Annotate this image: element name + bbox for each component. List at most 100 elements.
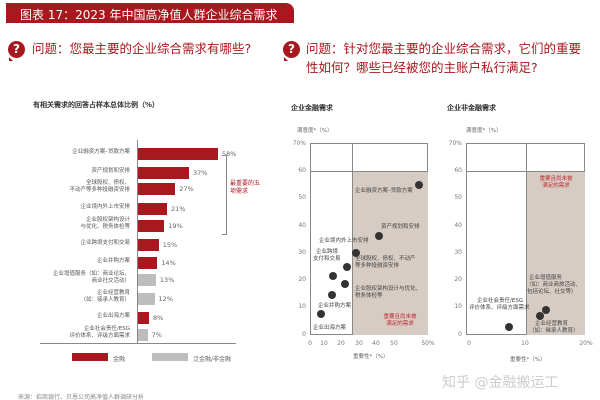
bar-non_finance [138, 293, 155, 305]
x-tick: 10 [521, 340, 529, 347]
bar-row: 全球股权、债权、 不动产等多种投融资安排 27% [0, 180, 270, 197]
point-label: 企业跨境 [316, 249, 339, 255]
scatter-left-plot: 企业融资方案–贷款方案 资产规划和安排 全球股权、债权、不动产 等多种投融资安排… [310, 143, 428, 335]
bar-value-label: 14% [161, 259, 176, 267]
bar-finance [138, 167, 190, 179]
bar-category-label-line: 企业增值服务（如：商业论坛、 [52, 271, 130, 277]
point-label: 企业经营教育 [535, 321, 569, 327]
x-tick: 0 [467, 340, 471, 347]
point-label: 企业融资方案–贷款方案 [355, 188, 413, 194]
x-tick: 30 [355, 340, 363, 347]
bar-category-label-line: 评价体系、评级方面需求 [69, 333, 130, 339]
question-right-line1: 问题：针对您最主要的企业综合需求，它们的重要 [306, 41, 582, 56]
y-tick: 50 [298, 194, 306, 201]
bar-category-label: 企业跨境支付和交易 [0, 240, 130, 247]
y-tick: 20 [454, 276, 462, 283]
bar-row: 企业经营教育 （如：接承人教育） 12% [0, 290, 270, 307]
bar-non_finance [138, 329, 148, 341]
bar-finance [138, 183, 176, 195]
bar-value-label: 27% [179, 185, 194, 193]
bar-category-label: 企业增值服务（如：商业论坛、 商业社交活动） [0, 271, 130, 285]
bar-row: 企业并购方案 14% [0, 255, 270, 271]
bar-category-label: 企业境内外上市安排 [0, 204, 130, 211]
y-tick: 0 [458, 331, 462, 338]
point-label: 支付和交易 [313, 256, 341, 262]
bar-finance [138, 203, 167, 215]
y-tick: 60 [454, 167, 462, 174]
y-tick: 40 [298, 222, 306, 229]
x-tick: 0 [308, 340, 312, 347]
bar-category-label-line: 企业股权架构设计 [85, 217, 130, 223]
bar-finance [138, 220, 165, 232]
bar-value-label: 13% [159, 276, 175, 284]
bar-category-label: 企业经营教育 （如：接承人教育） [0, 290, 130, 304]
unmet-needs-label: 重要且尚未被 [539, 176, 573, 182]
y-tick: 50 [454, 194, 462, 201]
x-tick: 40 [372, 340, 380, 347]
bar-row: 企业跨境支付和交易 15% [0, 237, 270, 253]
y-tick: 0 [302, 331, 306, 338]
legend-swatch-non-finance [152, 353, 188, 361]
bar-finance [138, 257, 158, 269]
scatter-right-title: 企业非金融需求 [447, 104, 496, 112]
bar-category-label-line: 企业融资方案–贷款方案 [72, 149, 130, 155]
bar-category-label-line: （如：接承人教育） [80, 297, 130, 303]
data-point [328, 291, 336, 299]
bar-chart-baseline [40, 343, 236, 344]
bar-value-label: 12% [158, 295, 173, 303]
point-label: 包括论坛、社交等） [527, 289, 577, 295]
bar-value-label: 58% [222, 150, 237, 158]
bar-value-label: 19% [168, 222, 183, 230]
bar-category-label-line: 企业社会责任/ESG [83, 326, 130, 332]
bar-row: 企业社会责任/ESG 评价体系、评级方面需求 7% [0, 326, 270, 343]
gridline-60 [311, 171, 428, 172]
x-tick: 50% [421, 340, 435, 347]
x-tick: 50 [390, 340, 398, 347]
bar-row: 企业融资方案–贷款方案 58% [0, 146, 270, 162]
x-tick: 10 [320, 340, 328, 347]
scatter-right-plot: 重要且尚未被 满足的需求 企业增值服务 （如：商业商旅活动、 包括论坛、社交等）… [466, 143, 585, 335]
data-point [415, 181, 423, 189]
y-tick: 30 [454, 249, 462, 256]
bar-finance [138, 239, 159, 251]
bar-category-label: 资产规划和安排 [0, 168, 130, 175]
legend-swatch-finance [72, 353, 108, 361]
bar-category-label-line: 企业并购方案 [96, 258, 130, 264]
x-tick: 20 [337, 340, 345, 347]
point-label: 企业境内外上市安排 [319, 238, 369, 244]
top-five-bracket [222, 155, 227, 235]
bar-value-label: 8% [153, 314, 164, 322]
legend-label-non-finance: 泛金融/非金融 [193, 356, 232, 363]
bar-category-label-line: 企业出海方案 [96, 313, 130, 319]
y-tick: 30 [298, 249, 306, 256]
bar-category-label: 企业出海方案 [0, 313, 130, 320]
question-right-line2: 性如何？哪些已经被您的主账户私行满足? [306, 60, 538, 75]
y-tick: 10 [298, 303, 306, 310]
point-label: 税务体检等 [355, 293, 383, 299]
bar-category-label: 企业并购方案 [0, 258, 130, 265]
y-tick: 60 [298, 167, 306, 174]
data-point [329, 272, 337, 280]
unmet-needs-region [352, 171, 428, 335]
unmet-needs-region [526, 171, 585, 335]
bar-row: 企业增值服务（如：商业论坛、 商业社交活动） 13% [0, 271, 270, 288]
point-label: 等多种投融资安排 [355, 263, 400, 269]
bar-category-label: 全球股权、债权、 不动产等多种投融资安排 [0, 180, 130, 194]
bar-value-label: 37% [193, 169, 208, 177]
data-point [341, 280, 349, 288]
y-tick: 20 [298, 276, 306, 283]
bar-row: 企业出海方案 8% [0, 310, 270, 326]
bar-category-label: 企业融资方案–贷款方案 [0, 149, 130, 156]
data-point [505, 323, 513, 331]
point-label: 评价体系、评级方面需求 [469, 305, 530, 311]
point-label: 资产规划和安排 [381, 224, 420, 230]
point-label: （如：继承人教育） [529, 328, 579, 334]
y-tick: 70% [448, 140, 462, 147]
bar-category-label: 企业社会责任/ESG 评价体系、评级方面需求 [0, 326, 130, 340]
point-label: （如：商业商旅活动、 [526, 282, 582, 288]
data-point [343, 263, 351, 271]
point-label: 企业社会责任/ESG [477, 298, 524, 304]
point-label: 企业并购方案 [318, 303, 352, 309]
y-tick: 70% [292, 140, 306, 147]
bar-category-label-line: 企业境内外上市安排 [80, 204, 130, 210]
